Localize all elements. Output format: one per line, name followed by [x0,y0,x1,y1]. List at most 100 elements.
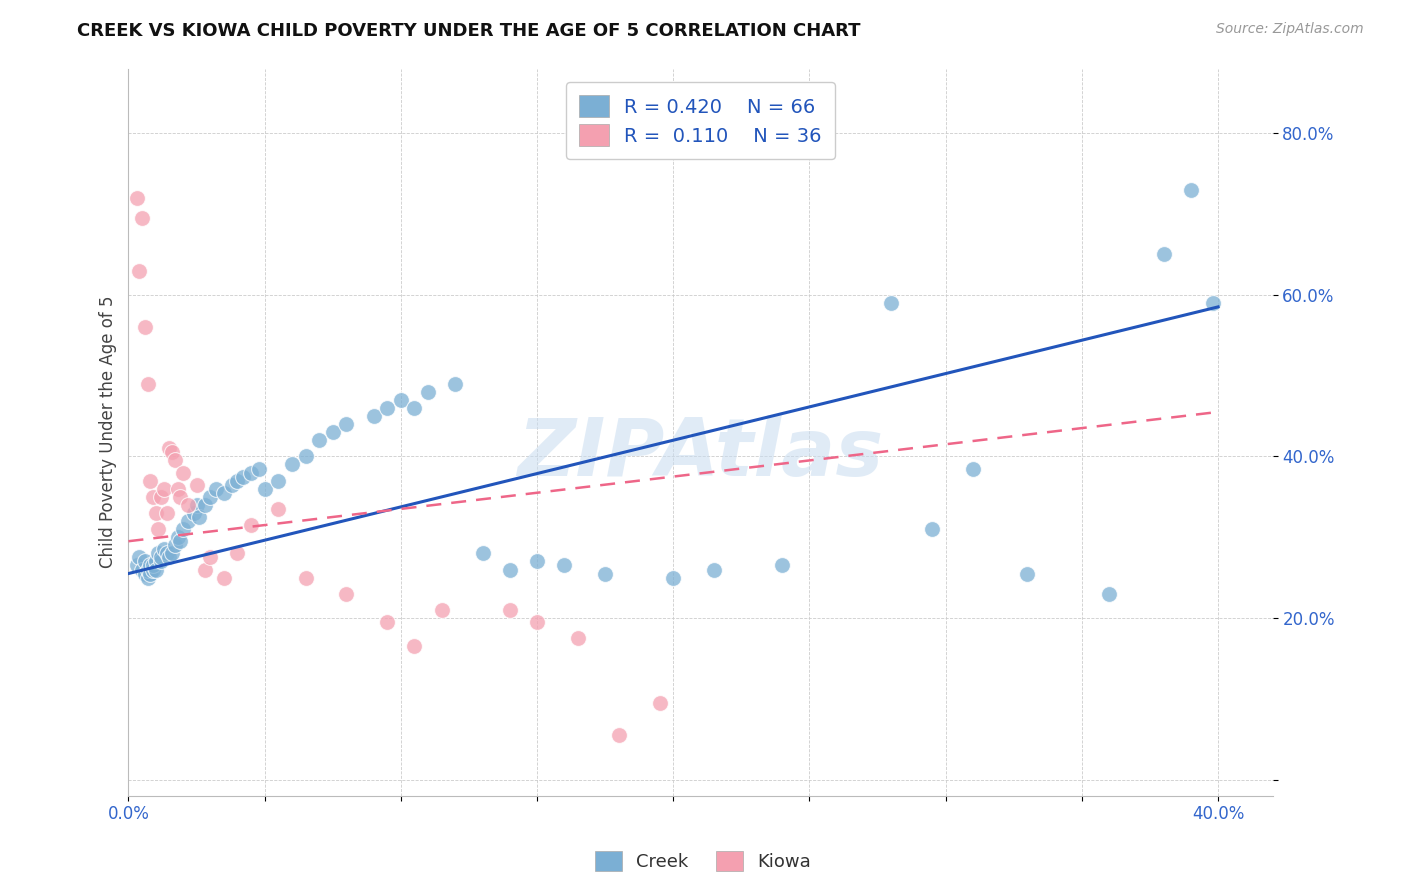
Point [294,450,316,464]
Point [139,566,162,581]
Point [267,474,290,488]
Point [281,458,304,472]
Point [322,425,344,439]
Point [131,562,153,576]
Legend: Creek, Kiowa: Creek, Kiowa [588,844,818,879]
Point [194,498,217,512]
Point [247,461,270,475]
Point [157,550,180,565]
Point [134,554,156,568]
Point [142,562,165,576]
Point [166,482,188,496]
Point [150,550,173,565]
Point [499,562,522,576]
Point [194,562,217,576]
Point [567,631,589,645]
Point [1180,183,1202,197]
Point [145,506,167,520]
Point [221,477,243,491]
Point [186,477,208,491]
Point [172,466,194,480]
Point [177,514,200,528]
Point [169,490,191,504]
Point [150,490,173,504]
Point [232,469,254,483]
Point [226,474,249,488]
Point [553,558,575,573]
Point [145,554,167,568]
Point [404,640,426,654]
Point [136,562,159,576]
Point [183,506,205,520]
Point [153,482,176,496]
Point [157,442,180,456]
Point [198,550,221,565]
Point [128,263,150,277]
Point [404,401,426,415]
Point [593,566,616,581]
Point [416,384,439,399]
Point [294,571,316,585]
Point [648,696,671,710]
Point [155,506,177,520]
Text: Source: ZipAtlas.com: Source: ZipAtlas.com [1216,22,1364,37]
Point [188,510,211,524]
Point [226,546,249,560]
Point [155,546,177,560]
Point [335,587,357,601]
Point [177,498,200,512]
Point [662,571,685,585]
Point [163,538,186,552]
Point [186,498,208,512]
Point [150,554,173,568]
Point [607,728,630,742]
Point [142,558,165,573]
Point [153,542,176,557]
Point [139,558,162,573]
Point [134,320,156,334]
Point [128,550,150,565]
Point [921,522,943,536]
Point [160,445,183,459]
Point [148,522,170,536]
Point [308,434,330,448]
Point [125,191,148,205]
Point [166,530,188,544]
Point [204,482,226,496]
Point [198,490,221,504]
Point [172,522,194,536]
Point [335,417,357,431]
Point [212,571,235,585]
Y-axis label: Child Poverty Under the Age of 5: Child Poverty Under the Age of 5 [100,296,117,568]
Point [1098,587,1121,601]
Point [471,546,494,560]
Point [240,466,263,480]
Point [363,409,385,423]
Point [770,558,793,573]
Point [160,546,183,560]
Point [240,518,263,533]
Point [163,453,186,467]
Point [136,376,159,391]
Point [139,474,162,488]
Point [212,485,235,500]
Point [125,558,148,573]
Point [375,615,398,629]
Point [526,615,548,629]
Point [1153,247,1175,261]
Point [267,502,290,516]
Point [1201,296,1223,310]
Point [131,211,153,225]
Point [375,401,398,415]
Point [444,376,467,391]
Point [136,571,159,585]
Point [962,461,984,475]
Point [499,603,522,617]
Legend: R = 0.420    N = 66, R =  0.110    N = 36: R = 0.420 N = 66, R = 0.110 N = 36 [565,82,835,160]
Point [430,603,453,617]
Point [169,534,191,549]
Point [389,392,412,407]
Point [142,490,165,504]
Text: CREEK VS KIOWA CHILD POVERTY UNDER THE AGE OF 5 CORRELATION CHART: CREEK VS KIOWA CHILD POVERTY UNDER THE A… [77,22,860,40]
Point [880,296,903,310]
